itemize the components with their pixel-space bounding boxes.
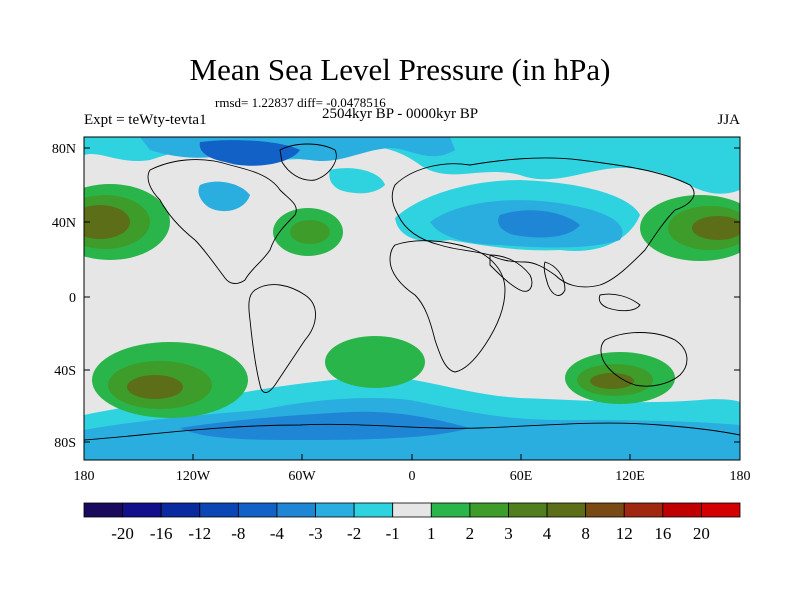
map-panel (84, 137, 740, 460)
colorbar-label: 20 (693, 524, 710, 543)
colorbar-label: -8 (231, 524, 245, 543)
colorbar-swatch (315, 502, 355, 518)
colorbar-swatch (469, 502, 509, 518)
season-label: JJA (717, 112, 740, 128)
colorbar-swatch (83, 502, 123, 518)
colorbar-label: -20 (111, 524, 134, 543)
colorbar-label: -1 (386, 524, 400, 543)
colorbar-label: -16 (150, 524, 173, 543)
x-tick-180-left: 180 (74, 469, 95, 484)
colorbar-label: 4 (543, 524, 552, 543)
colorbar: -20 -16 -12 -8 -4 -3 -2 -1 1 2 3 4 8 12 16 20 (83, 502, 741, 543)
south-pacific-high-core (127, 375, 183, 399)
greenland-dark-blue-region (199, 140, 300, 166)
colorbar-swatch (199, 502, 239, 518)
south-atlantic-high (325, 336, 425, 388)
colorbar-swatch (160, 502, 201, 518)
colorbar-label: 16 (654, 524, 671, 543)
colorbar-swatch (122, 502, 162, 518)
colorbar-swatch (623, 502, 664, 518)
southern-mid-blue-band (180, 411, 470, 440)
y-tick-0: 0 (69, 291, 76, 306)
atlantic-light-blue-region (329, 168, 385, 194)
x-tick-60w: 60W (288, 469, 316, 484)
colorbar-swatch (276, 502, 316, 518)
colorbar-swatch (585, 502, 625, 518)
colorbar-swatch (546, 502, 587, 518)
colorbar-label: -12 (188, 524, 211, 543)
north-atlantic-high-inner (290, 220, 330, 244)
plot-title: Mean Sea Level Pressure (in hPa) (189, 52, 611, 87)
colorbar-label: 2 (466, 524, 475, 543)
asia-mid-blue-region (498, 210, 580, 238)
x-tick-120e: 120E (615, 469, 645, 484)
colorbar-label: 8 (581, 524, 590, 543)
y-tick-80n: 80N (52, 142, 76, 157)
y-tick-40n: 40N (52, 216, 76, 231)
x-tick-0: 0 (409, 469, 416, 484)
colorbar-label: 12 (616, 524, 633, 543)
arctic-light-blue-region (84, 137, 740, 194)
colorbar-swatch (353, 502, 394, 518)
stats-label: rmsd= 1.22837 diff= -0.0478516 (215, 95, 386, 110)
colorbar-swatch (430, 502, 471, 518)
north-pacific-west-high-core (84, 205, 130, 239)
x-tick-60e: 60E (510, 469, 533, 484)
us-blue-region (198, 181, 250, 212)
north-pacific-east-high-core (692, 216, 740, 240)
colorbar-label: -4 (270, 524, 285, 543)
south-indian-high-core (590, 373, 634, 389)
coastlines (84, 143, 740, 441)
colorbar-swatch (508, 502, 548, 518)
period-label: 2504kyr BP - 0000kyr BP (321, 106, 479, 122)
colorbar-label: 1 (427, 524, 436, 543)
x-tick-180-right: 180 (730, 469, 751, 484)
y-axis: 80N 40N 0 40S 80S (52, 142, 740, 451)
colorbar-swatch (237, 502, 278, 518)
colorbar-swatch (392, 502, 432, 518)
colorbar-swatch (662, 502, 702, 518)
colorbar-label: 3 (504, 524, 513, 543)
y-tick-40s: 40S (54, 364, 76, 379)
colorbar-label: -3 (308, 524, 322, 543)
y-tick-80s: 80S (54, 436, 76, 451)
colorbar-swatch (701, 502, 741, 518)
x-tick-120w: 120W (176, 469, 211, 484)
x-axis: 180 120W 60W 0 60E 120E 180 (74, 454, 751, 484)
colorbar-label: -2 (347, 524, 361, 543)
experiment-label: Expt = teWty-tevta1 (84, 112, 207, 128)
